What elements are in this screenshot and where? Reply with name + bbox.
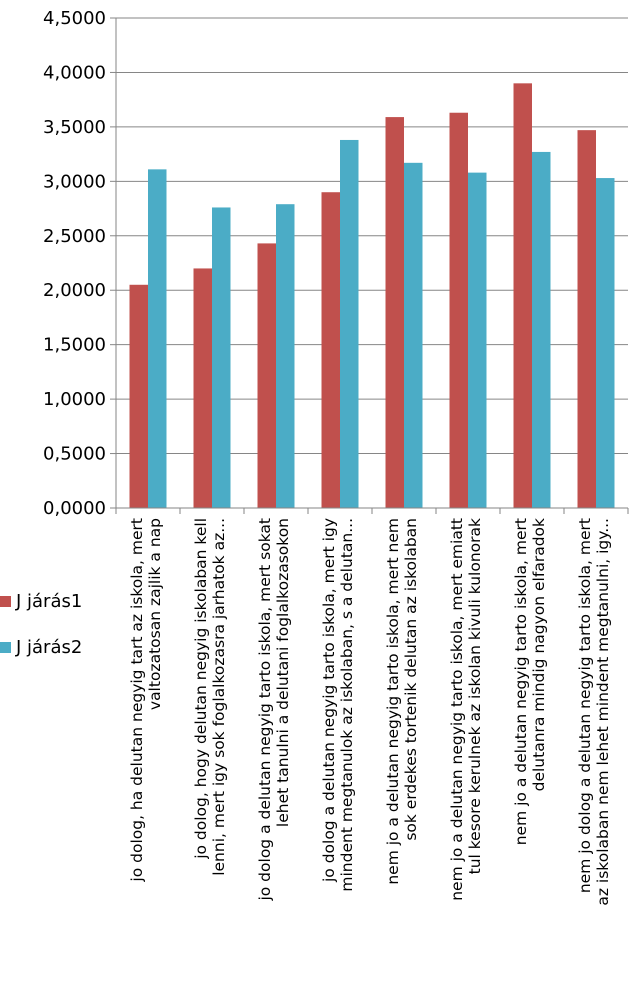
category-label-line: nem jo a delutan negyig tarto iskola, me… [384, 518, 402, 885]
category-label-line: lehet tanulni a delutani foglalkozasokon [274, 518, 292, 827]
category-label-line: nem jo a delutan negyig tarto iskola, me… [448, 518, 466, 901]
axes [110, 17, 629, 514]
bars [129, 83, 615, 509]
y-tick-label: 4,0000 [43, 62, 106, 83]
bar-series-1-cat-3 [257, 243, 276, 508]
category-label-line: lenni, mert igy sok foglalkozasra jarhat… [210, 518, 228, 876]
legend: J járás1 J járás2 [0, 590, 120, 682]
bar-series-1-cat-7 [513, 83, 532, 508]
bar-series-1-cat-2 [193, 268, 212, 508]
category-label-2: jo dolog, hogy delutan negyig iskolaban … [192, 518, 228, 876]
bar-series-1-cat-5 [385, 117, 404, 508]
category-label-line: jo dolog a delutan negyig tarto iskola, … [320, 518, 338, 883]
y-tick-label: 4,5000 [43, 8, 106, 29]
category-label-6: nem jo a delutan negyig tarto iskola, me… [448, 518, 484, 901]
category-label-line: jo dolog, hogy delutan negyig iskolaban … [192, 518, 210, 860]
category-label-1: jo dolog, ha delutan negyig tart az isko… [128, 518, 164, 883]
category-label-5: nem jo a delutan negyig tarto iskola, me… [384, 518, 420, 885]
category-label-8: nem jo dolog a delutan negyig tarto isko… [576, 518, 612, 906]
bar-series-2-cat-7 [532, 151, 551, 508]
category-label-line: tul kesore kerulnek az iskolan kivuli ku… [466, 518, 484, 874]
y-tick-label: 0,0000 [43, 498, 106, 519]
category-label-line: sok erdekes tortenik delutan az iskolaba… [402, 518, 420, 841]
bar-series-2-cat-5 [404, 162, 423, 509]
category-label-line: delutanra mindig nagyon elfaradok [530, 518, 548, 791]
bar-series-1-cat-6 [449, 112, 468, 508]
category-label-line: nem jo a delutan negyig tarto iskola, me… [512, 518, 530, 845]
bar-series-1-cat-4 [321, 192, 340, 508]
category-label-line: valtozatosan zajlik a nap [146, 518, 164, 710]
y-tick-labels: 0,0000 0,5000 1,0000 1,5000 2,0000 2,5000 3,00… [43, 8, 106, 519]
x-category-labels: jo dolog, ha delutan negyig tart az isko… [128, 518, 612, 906]
category-label-4: jo dolog a delutan negyig tarto iskola, … [320, 518, 356, 892]
legend-item-series-1: J járás1 [0, 590, 120, 612]
legend-label-series-1: J járás1 [16, 590, 83, 612]
legend-label-series-2: J járás2 [16, 636, 83, 658]
y-tick-label: 3,5000 [43, 117, 106, 138]
y-tick-label: 1,0000 [43, 389, 106, 410]
y-tick-label: 1,5000 [43, 335, 106, 356]
bar-series-2-cat-8 [596, 178, 615, 509]
gridlines [116, 17, 628, 455]
bar-series-2-cat-1 [148, 169, 167, 508]
category-label-line: jo dolog a delutan negyig tarto iskola, … [256, 518, 274, 902]
category-label-7: nem jo a delutan negyig tarto iskola, me… [512, 518, 548, 845]
bar-series-2-cat-3 [276, 204, 295, 508]
legend-swatch-series-1 [0, 595, 11, 607]
category-label-line: az iskolaban nem lehet mindent megtanuln… [594, 518, 612, 906]
bar-series-2-cat-6 [468, 172, 487, 508]
bar-series-2-cat-2 [212, 207, 231, 508]
category-label-line: nem jo dolog a delutan negyig tarto isko… [576, 518, 594, 893]
bar-series-1-cat-1 [129, 284, 148, 508]
category-label-line: mindent megtanulok az iskolaban, s a del… [338, 518, 356, 892]
bar-series-1-cat-8 [577, 130, 596, 508]
bar-series-2-cat-4 [340, 139, 359, 508]
y-tick-label: 3,0000 [43, 171, 106, 192]
y-tick-label: 0,5000 [43, 444, 106, 465]
legend-swatch-series-2 [0, 641, 11, 653]
y-tick-label: 2,0000 [43, 280, 106, 301]
category-label-line: jo dolog, ha delutan negyig tart az isko… [128, 518, 146, 883]
legend-item-series-2: J járás2 [0, 636, 120, 658]
y-tick-label: 2,5000 [43, 226, 106, 247]
category-label-3: jo dolog a delutan negyig tarto iskola, … [256, 518, 292, 902]
